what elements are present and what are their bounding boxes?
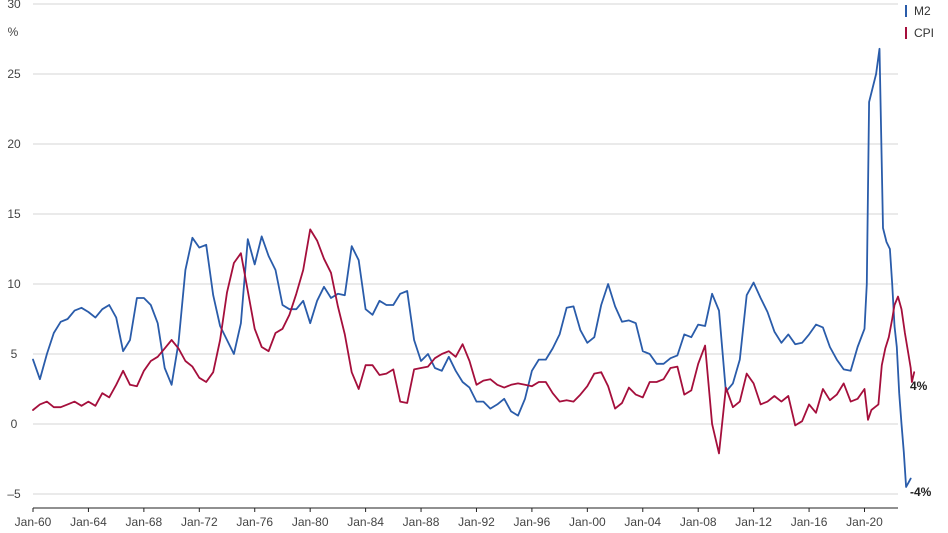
x-tick-label: Jan-92	[458, 515, 495, 529]
x-tick-label: Jan-80	[292, 515, 329, 529]
series-line-m2	[32, 47, 912, 488]
x-axis-ticks: Jan-60 Jan-64 Jan-68 Jan-72 Jan-76 Jan-80 Jan-…	[15, 508, 883, 529]
gridlines	[33, 3, 898, 495]
y-tick-label: 5	[11, 347, 18, 361]
legend-label-m2: M2	[914, 4, 931, 18]
x-tick-label: Jan-72	[181, 515, 218, 529]
x-tick-label: Jan-60	[15, 515, 52, 529]
series-line-cpi	[32, 228, 916, 455]
x-tick-label: Jan-88	[403, 515, 440, 529]
y-tick-label: 0	[11, 417, 18, 431]
x-tick-label: Jan-68	[126, 515, 163, 529]
x-tick-label: Jan-20	[846, 515, 883, 529]
y-tick-label: 25	[7, 67, 21, 81]
x-tick-label: Jan-00	[569, 515, 606, 529]
y-tick-label: 30	[7, 0, 21, 11]
y-axis-unit-label: %	[8, 25, 19, 39]
end-label-m2: -4%	[910, 485, 932, 499]
y-axis-ticks: 30 25 20 15 10 5 0 –5	[7, 0, 21, 501]
legend-label-cpi: CPI	[914, 26, 934, 40]
y-tick-label: 10	[7, 277, 21, 291]
x-tick-label: Jan-12	[735, 515, 772, 529]
x-tick-label: Jan-96	[514, 515, 551, 529]
x-tick-label: Jan-16	[791, 515, 828, 529]
x-tick-label: Jan-84	[347, 515, 384, 529]
y-tick-label: 15	[7, 207, 21, 221]
x-tick-label: Jan-04	[624, 515, 661, 529]
series-lines	[32, 47, 916, 488]
x-tick-label: Jan-08	[680, 515, 717, 529]
end-label-cpi: 4%	[910, 379, 928, 393]
x-tick-label: Jan-64	[70, 515, 107, 529]
y-tick-label: –5	[7, 487, 21, 501]
legend: M2 CPI	[905, 4, 934, 40]
x-tick-label: Jan-76	[236, 515, 273, 529]
y-tick-label: 20	[7, 137, 21, 151]
